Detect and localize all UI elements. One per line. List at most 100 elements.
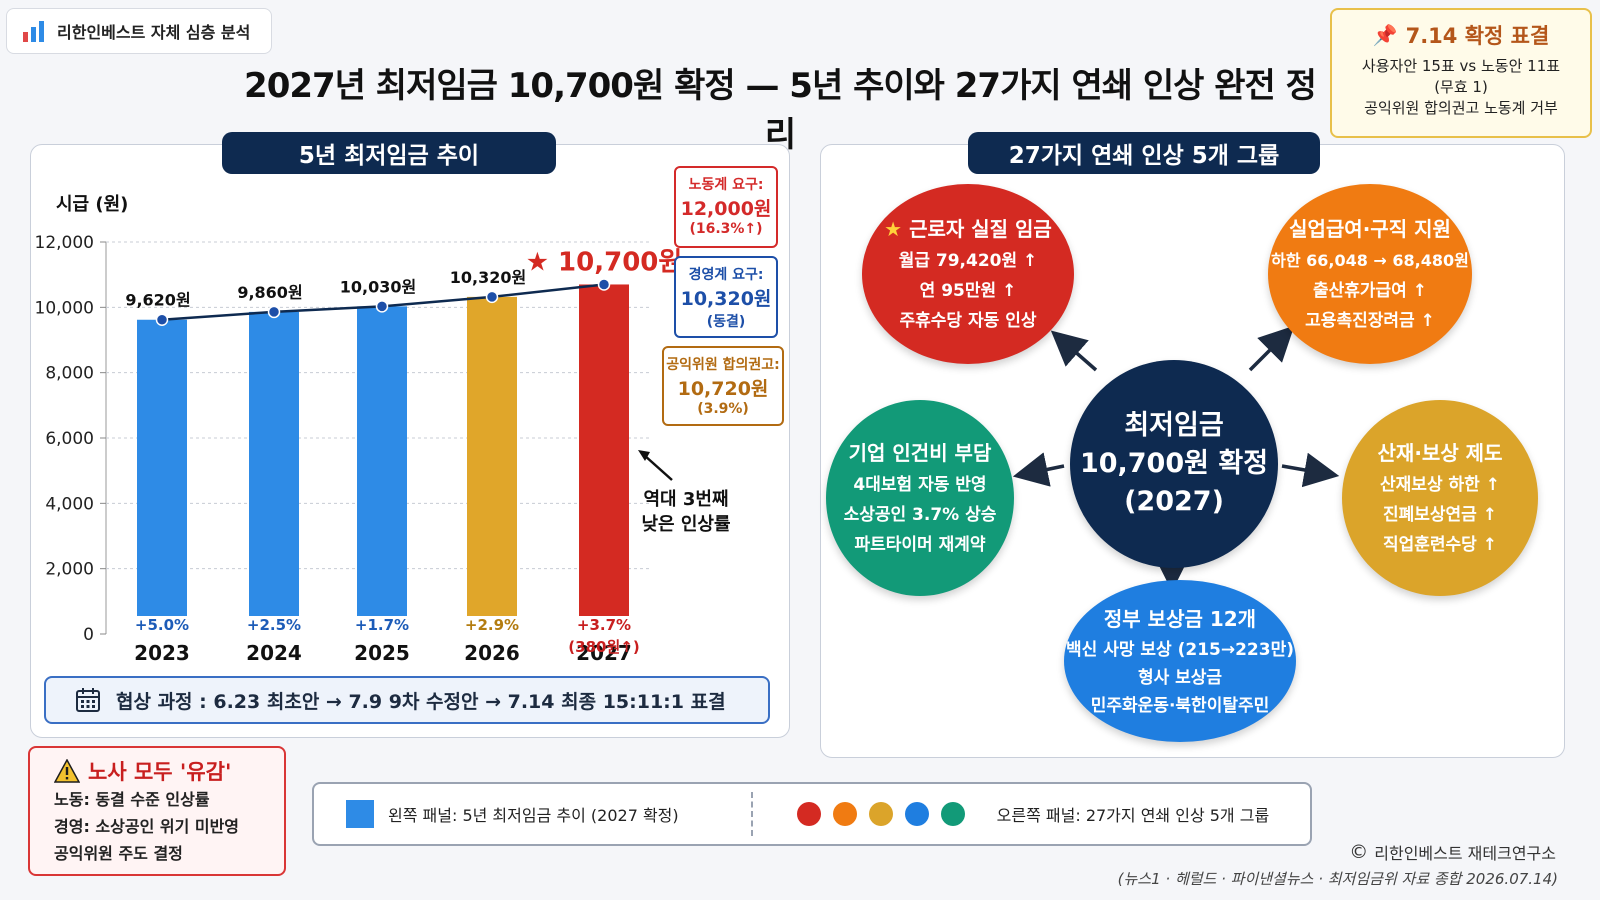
value-label-highlight: ★ 10,700원 [526, 247, 683, 277]
regret-box: 노사 모두 '유감' 노동: 동결 수준 인상률 경영: 소상공인 위기 미반영… [28, 746, 286, 876]
group-line: 파트타이머 재계약 [854, 534, 986, 555]
value-label: 10,030원 [340, 277, 416, 296]
source-note: (뉴스1 · 헤럴드 · 파이낸셜뉴스 · 최저임금위 자료 종합 2026.0… [1117, 870, 1558, 888]
regret-title-row: 노사 모두 '유감' [54, 756, 284, 786]
group-line: 산재보상 하한 ↑ [1380, 474, 1500, 495]
legend-swatch-blue [346, 800, 374, 828]
x-tick-label: 2025 [354, 641, 410, 665]
group-line: 하한 66,048 → 68,480원 [1271, 250, 1469, 270]
group-line: 민주화운동·북한이탈주민 [1090, 695, 1270, 716]
groups-panel-header: 27가지 연쇄 인상 5개 그룹 [968, 132, 1320, 174]
arrow-to-workers [1050, 330, 1098, 372]
group-circle-industrial: 산재·보상 제도 산재보상 하한 ↑ 진폐보상연금 ↑ 직업훈련수당 ↑ [1342, 400, 1538, 596]
group-circle-government: 정부 보상금 12개 백신 사망 보상 (215→223만) 형사 보상금 민주… [1064, 580, 1296, 742]
group-title: 기업 인건비 부담 [848, 440, 992, 465]
value-label: 9,860원 [237, 283, 302, 302]
vote-title-row: 📌 7.14 확정 표결 [1332, 20, 1590, 50]
y-axis-label: 시급 (원) [56, 194, 128, 215]
vote-line: 사용자안 15표 vs 노동안 11표 [1361, 57, 1561, 75]
bar-2024 [249, 311, 299, 616]
annotation-arrowhead [638, 450, 650, 461]
group-line: 직업훈련수당 ↑ [1382, 534, 1497, 555]
vote-result-box: 📌 7.14 확정 표결 사용자안 15표 vs 노동안 11표 (무효 1) … [1330, 8, 1592, 138]
center-line: 10,700원 확정 [1079, 448, 1269, 479]
trend-point [375, 300, 389, 313]
regret-line: 노동: 동결 수준 인상률 [54, 790, 210, 809]
group-circle-business: 기업 인건비 부담 4대보험 자동 반영 소상공인 3.7% 상승 파트타이머 … [826, 400, 1014, 596]
copyright-text: 리한인베스트 재테크연구소 [1374, 844, 1556, 863]
group-line: 연 95만원 ↑ [919, 280, 1017, 301]
legend-right-text: 오른쪽 패널: 27가지 연쇄 인상 5개 그룹 [996, 806, 1270, 825]
y-tick-label: 6,000 [45, 429, 94, 449]
bar-chart-icon [23, 21, 44, 42]
bar-2026 [467, 296, 517, 616]
growth-label: +3.7% [577, 616, 631, 634]
vote-line: 공익위원 합의권고 노동계 거부 [1364, 99, 1558, 117]
y-tick-label: 4,000 [45, 494, 94, 514]
x-tick-label: 2027 [576, 641, 632, 665]
negotiation-text: 협상 과정 : 6.23 최초안 → 7.9 9차 수정안 → 7.14 최종 … [116, 690, 726, 713]
legend-dot [796, 802, 821, 826]
group-line: 주휴수당 자동 인상 [899, 310, 1037, 331]
bar-2025 [357, 306, 407, 616]
public-recommendation-callout: 공익위원 합의권고: 10,720원 (3.9%) [662, 346, 784, 426]
group-line: 형사 보상금 [1137, 667, 1223, 688]
annotation-arrow [643, 454, 673, 481]
legend-dots [796, 802, 965, 826]
business-demand-label: 경영계 요구: [688, 267, 764, 283]
vote-title: 7.14 확정 표결 [1405, 24, 1550, 48]
regret-line: 공익위원 주도 결정 [54, 844, 183, 863]
y-tick-label: 12,000 [35, 233, 94, 253]
bar-2023 [137, 319, 187, 616]
labor-demand-label: 노동계 요구: [688, 177, 764, 193]
legend-divider [750, 792, 753, 836]
group-line: 소상공인 3.7% 상승 [843, 504, 997, 525]
pushpin-icon: 📌 [1372, 23, 1398, 47]
legend-dot [904, 802, 929, 826]
group-title: 근로자 실질 임금 [909, 216, 1052, 241]
public-recommendation-value: 10,720원 [677, 378, 769, 400]
group-line: 진폐보상연금 ↑ [1382, 504, 1497, 525]
business-demand-callout: 경영계 요구: 10,320원 (동결) [674, 256, 778, 338]
group-title: 정부 보상금 12개 [1103, 606, 1257, 631]
negotiation-timeline: 협상 과정 : 6.23 최초안 → 7.9 9차 수정안 → 7.14 최종 … [44, 676, 770, 724]
legend-left-text: 왼쪽 패널: 5년 최저임금 추이 (2027 확정) [388, 806, 679, 825]
public-recommendation-label: 공익위원 합의권고: [666, 357, 780, 373]
minimum-wage-chart: 시급 (원) 0 2,000 4,000 6,000 8,000 10,000 12,000… [35, 194, 731, 665]
public-recommendation-note: (3.9%) [697, 401, 749, 417]
group-title-row: ★ 근로자 실질 임금 [884, 213, 1052, 242]
annotation-line-1: 역대 3번째 [643, 489, 728, 510]
growth-label: +1.7% [355, 616, 409, 634]
center-line: 최저임금 [1124, 410, 1224, 441]
warning-icon [54, 759, 80, 783]
business-demand-value: 10,320원 [680, 288, 772, 310]
copyright: © 리한인베스트 재테크연구소 [1349, 840, 1556, 864]
chart-panel-header: 5년 최저임금 추이 [222, 132, 556, 174]
group-line: 백신 사망 보상 (215→223만) [1066, 639, 1294, 660]
business-demand-note: (동결) [706, 314, 746, 330]
growth-extra-label: (380원↑) [568, 638, 639, 656]
group-title: 실업급여·구직 지원 [1289, 216, 1451, 241]
bar-2027 [579, 284, 629, 616]
copyright-icon: © [1349, 841, 1369, 863]
group-line: 4대보험 자동 반영 [853, 474, 987, 495]
growth-label: +5.0% [135, 616, 189, 634]
value-label: 9,620원 [125, 291, 190, 310]
x-tick-label: 2023 [134, 641, 190, 665]
star-icon: ★ [884, 216, 903, 241]
value-label: 10,320원 [450, 268, 526, 287]
y-tick-label: 8,000 [45, 364, 94, 384]
growth-label: +2.5% [247, 616, 301, 634]
vote-lines: 사용자안 15표 vs 노동안 11표 (무효 1) 공익위원 합의권고 노동계… [1332, 56, 1590, 119]
legend-box: 왼쪽 패널: 5년 최저임금 추이 (2027 확정) 오른쪽 패널: 27가지… [312, 782, 1312, 846]
center-circle: 최저임금 10,700원 확정 (2027) [1070, 360, 1278, 568]
arrow-to-industrial [1281, 452, 1340, 488]
center-line: (2027) [1124, 486, 1224, 517]
calendar-icon [76, 688, 100, 712]
brand-badge: 리한인베스트 자체 심층 분석 [6, 8, 272, 54]
trend-point [597, 278, 611, 291]
arrow-to-unemployment [1248, 325, 1295, 372]
regret-title: 노사 모두 '유감' [88, 760, 232, 784]
legend-dot [940, 802, 965, 826]
regret-line: 경영: 소상공인 위기 미반영 [54, 817, 240, 836]
